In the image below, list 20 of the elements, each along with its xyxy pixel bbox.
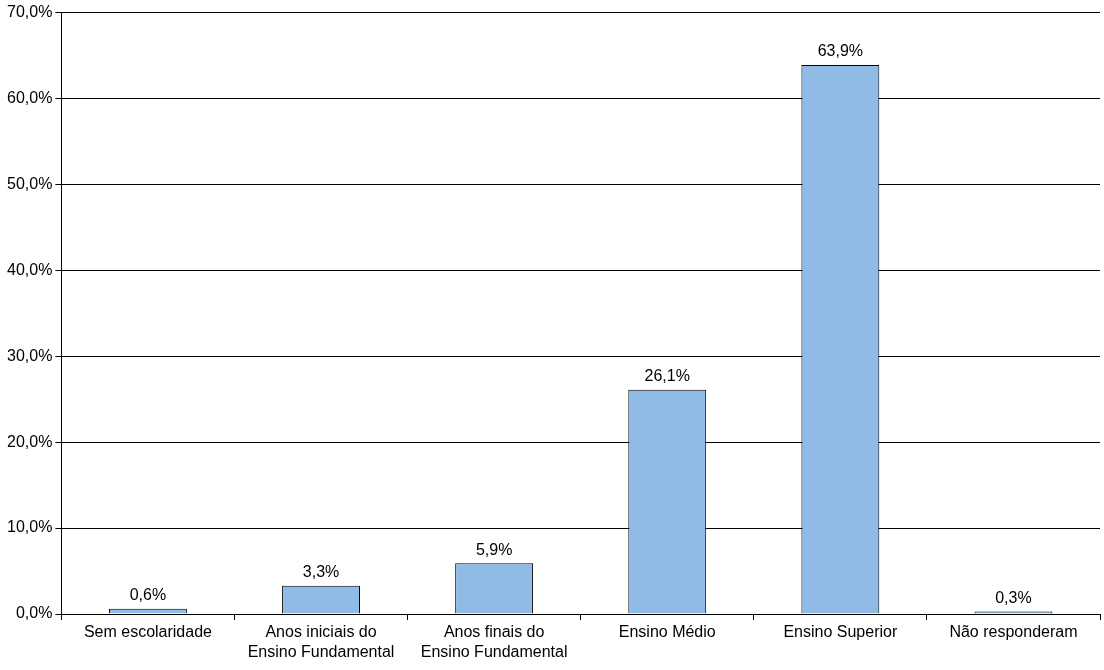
y-tick-label: 40,0% — [6, 260, 53, 278]
data-label: 0,3% — [995, 588, 1032, 606]
x-tick-label: Anos finais do Ensino Fundamental — [420, 623, 568, 661]
data-label: 26,1% — [644, 367, 690, 385]
data-label: 5,9% — [475, 540, 513, 558]
y-tick-label: 60,0% — [6, 88, 53, 106]
y-tick-label: 0,0% — [15, 604, 53, 622]
y-tick-label: 20,0% — [6, 432, 53, 450]
data-label: 63,9% — [817, 42, 864, 60]
x-tick-label: Ensino Superior — [783, 623, 898, 641]
x-tick-label: Anos iniciais do Ensino Fundamental — [247, 623, 395, 661]
x-tick-label: Sem escolaridade — [83, 623, 213, 641]
y-tick-label: 50,0% — [6, 174, 53, 192]
x-tick-label: Não responderam — [949, 623, 1078, 641]
y-tick-label: 70,0% — [6, 3, 53, 21]
x-tick-label: Ensino Médio — [618, 623, 716, 641]
y-tick-label: 30,0% — [6, 346, 53, 364]
data-label: 0,6% — [129, 586, 167, 604]
y-tick-label: 10,0% — [6, 518, 53, 536]
data-label: 3,3% — [302, 563, 340, 581]
